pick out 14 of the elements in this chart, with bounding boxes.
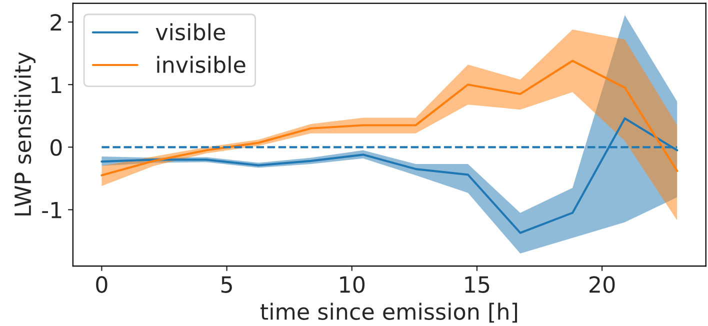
x-tick-label: 15: [465, 276, 490, 293]
x-tick-label: 10: [340, 276, 365, 293]
x-tick-label: 0: [96, 276, 108, 293]
x-tick-label: 5: [221, 276, 232, 293]
y-tick-label: -1: [42, 202, 62, 218]
y-tick-label: 0: [50, 139, 62, 156]
y-tick-label: 1: [52, 76, 62, 94]
y-axis-title: LWP sensitivity: [14, 52, 36, 216]
legend-label: invisible: [157, 56, 246, 74]
x-tick-label: 20: [590, 276, 615, 293]
line-series: [100, 117, 678, 234]
y-tick-label: 2: [50, 14, 61, 30]
x-axis-title: time since emission [h]: [260, 302, 518, 323]
legend-label: visible: [156, 23, 225, 40]
